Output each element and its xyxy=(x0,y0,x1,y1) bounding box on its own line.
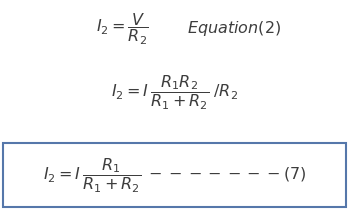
FancyBboxPatch shape xyxy=(3,143,346,207)
Text: $I_2 = I\,\dfrac{R_1 R_2}{R_1 + R_2}\;/R_2$: $I_2 = I\,\dfrac{R_1 R_2}{R_1 + R_2}\;/R… xyxy=(111,73,238,112)
Text: $I_2 = I\,\dfrac{R_1}{R_1 + R_2}\;- - - - - - -(7)$: $I_2 = I\,\dfrac{R_1}{R_1 + R_2}\;- - - … xyxy=(43,157,306,195)
Text: $I_2 = \dfrac{V}{R_2}$: $I_2 = \dfrac{V}{R_2}$ xyxy=(96,11,148,47)
Text: $\it{Equation}(2)$: $\it{Equation}(2)$ xyxy=(187,19,281,38)
